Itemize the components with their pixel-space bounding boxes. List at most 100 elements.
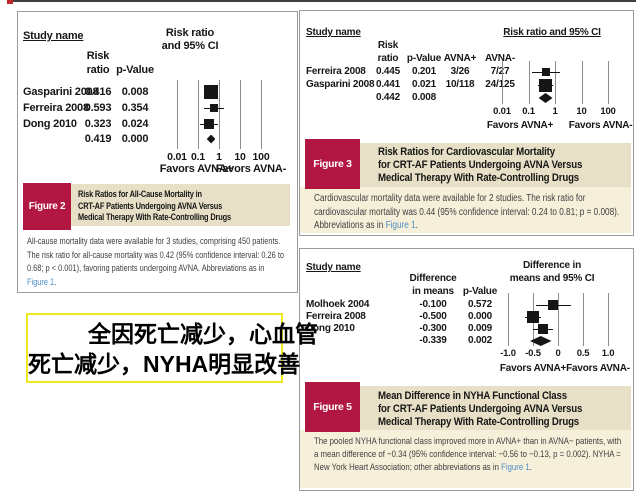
table-cell-study: Gasparini 2008 <box>23 86 99 98</box>
table-cell-study: Dong 2010 <box>23 118 77 130</box>
figure-label-chip: Figure 3 <box>305 139 360 189</box>
table-cell-study: Ferreira 2008 <box>23 102 89 114</box>
plot-gridline <box>528 61 530 104</box>
table-cell-study: Molhoek 2004 <box>306 299 370 310</box>
favors-left-label: Favors AVNA+ <box>159 163 233 175</box>
table-cell-value: -0.300 <box>419 323 447 334</box>
table-cell-pvalue: 0.354 <box>121 102 149 114</box>
study-marker <box>548 300 558 310</box>
figure-caption: All-cause mortality data were available … <box>27 236 285 288</box>
value-column-header: in means <box>412 286 454 297</box>
caption-background <box>300 430 631 488</box>
table-cell-pvalue: 0.000 <box>467 311 493 322</box>
table-cell-value: 0.441 <box>375 79 401 90</box>
figure-title: Mean Difference in NYHA Functional Class… <box>378 390 633 429</box>
study-marker <box>541 68 550 76</box>
plot-gridline <box>502 61 503 104</box>
study-marker <box>527 311 539 323</box>
axis-tick-label: -1.0 <box>500 348 516 359</box>
figure-title-line: Mean Difference in NYHA Functional Class <box>378 390 567 402</box>
favors-right-label: Favors AVNA- <box>568 120 633 131</box>
favors-left-label: Favors AVNA+ <box>486 120 554 131</box>
study-marker <box>210 104 219 112</box>
axis-tick-label: 10 <box>576 106 587 117</box>
axis-tick-label: 0 <box>555 348 561 359</box>
figure-title-line: CRT-AF Patients Undergoing AVNA Versus <box>78 200 223 212</box>
summary-diamond <box>206 134 216 144</box>
figure-title-line: for CRT-AF Patients Undergoing AVNA Vers… <box>378 159 583 171</box>
events-column-header: AVNA- <box>485 53 515 64</box>
plot-gridline <box>608 293 609 346</box>
plot-gridline <box>581 61 583 104</box>
table-cell-events: 24/125 <box>485 79 515 90</box>
table-cell-value: -0.500 <box>419 311 447 322</box>
table-cell-value: 0.593 <box>84 102 112 114</box>
table-cell-events: 3/26 <box>450 66 470 77</box>
p-value-column-header: p-Value <box>116 64 154 76</box>
axis-tick-label: 0.1 <box>191 151 205 163</box>
figure1-reference-link[interactable]: Figure 1 <box>501 462 530 473</box>
table-cell-study: Ferreira 2008 <box>306 66 366 77</box>
top-border-red-mark <box>7 0 13 4</box>
table-cell-value: -0.100 <box>419 299 447 310</box>
ci-header: Risk ratio and 95% CI <box>503 27 601 38</box>
figure1-reference-link[interactable]: Figure 1 <box>385 220 416 231</box>
study-name-header: Study name <box>306 262 361 273</box>
table-cell-pvalue: 0.008 <box>121 86 149 98</box>
table-cell-value: 0.419 <box>84 133 112 145</box>
ci-header: and 95% CI <box>161 40 219 52</box>
table-cell-pvalue: 0.021 <box>411 79 437 90</box>
table-cell-events: 10/118 <box>445 79 475 90</box>
summary-diamond <box>530 336 552 346</box>
plot-gridline <box>583 293 584 346</box>
annotation-box: 全因死亡减少，心血管 死亡减少，NYHA明显改善 <box>26 313 318 383</box>
top-border-line <box>10 0 636 2</box>
table-cell-pvalue: 0.201 <box>411 66 437 77</box>
plot-gridline <box>177 80 178 149</box>
figure-title-line: Risk Ratios for All-Cause Mortality in <box>78 189 202 200</box>
axis-tick-label: 1 <box>216 151 222 163</box>
figure-title-line: Medical Therapy With Rate-Controlling Dr… <box>378 172 580 184</box>
table-cell-value: 0.442 <box>375 92 401 103</box>
table-cell-pvalue: 0.008 <box>411 92 437 103</box>
study-marker <box>203 119 214 129</box>
table-cell-value: 0.416 <box>84 86 112 98</box>
p-value-column-header: p-Value <box>462 286 498 297</box>
annotation-text-line2: 死亡减少，NYHA明显改善 <box>28 351 301 377</box>
figure2-panel: Figure 2 Risk Ratios for All-Cause Mortal… <box>17 11 298 293</box>
plot-gridline <box>240 80 241 149</box>
summary-diamond <box>538 93 553 103</box>
table-cell-study: Dong 2010 <box>306 323 355 334</box>
plot-gridline <box>555 61 556 104</box>
table-cell-pvalue: 0.000 <box>121 133 149 145</box>
figure-label-chip: Figure 2 <box>23 183 71 230</box>
table-cell-pvalue: 0.572 <box>467 299 493 310</box>
axis-tick-label: 0.1 <box>522 106 535 117</box>
figure-title-line: Risk Ratios for Cardiovascular Mortality <box>378 146 555 158</box>
annotation-text-line1: 全因死亡减少，心血管 <box>88 321 318 347</box>
plot-gridline <box>261 80 262 149</box>
figure-title-line: for CRT-AF Patients Undergoing AVNA Vers… <box>378 403 583 415</box>
figure1-reference-link[interactable]: Figure 1 <box>27 276 55 288</box>
table-cell-pvalue: 0.024 <box>121 118 149 130</box>
plot-gridline <box>558 293 559 346</box>
figure-title-line: Medical Therapy With Rate-Controlling Dr… <box>378 416 580 428</box>
value-column-header: ratio <box>377 53 399 64</box>
favors-right-label: Favors AVNA- <box>566 363 630 374</box>
figure-title-line: Medical Therapy With Rate-Controlling Dr… <box>78 212 231 223</box>
favors-left-label: Favors AVNA+ <box>499 363 567 374</box>
axis-tick-label: 10 <box>234 151 246 163</box>
table-cell-study: Gasparini 2008 <box>306 79 375 90</box>
table-cell-study: Ferreira 2008 <box>306 311 366 322</box>
plot-gridline <box>608 61 609 104</box>
value-column-header: Risk <box>377 40 399 51</box>
plot-gridline <box>198 80 199 149</box>
study-name-header: Study name <box>306 27 361 38</box>
figure5-panel: Figure 5 Mean Difference in NYHA Function… <box>299 248 634 491</box>
study-marker <box>538 324 548 334</box>
study-name-header: Study name <box>23 30 84 42</box>
favors-right-label: Favors AVNA- <box>215 163 287 175</box>
value-column-header: Difference <box>409 273 457 284</box>
figure-title: Risk Ratios for Cardiovascular Mortality… <box>378 146 633 185</box>
